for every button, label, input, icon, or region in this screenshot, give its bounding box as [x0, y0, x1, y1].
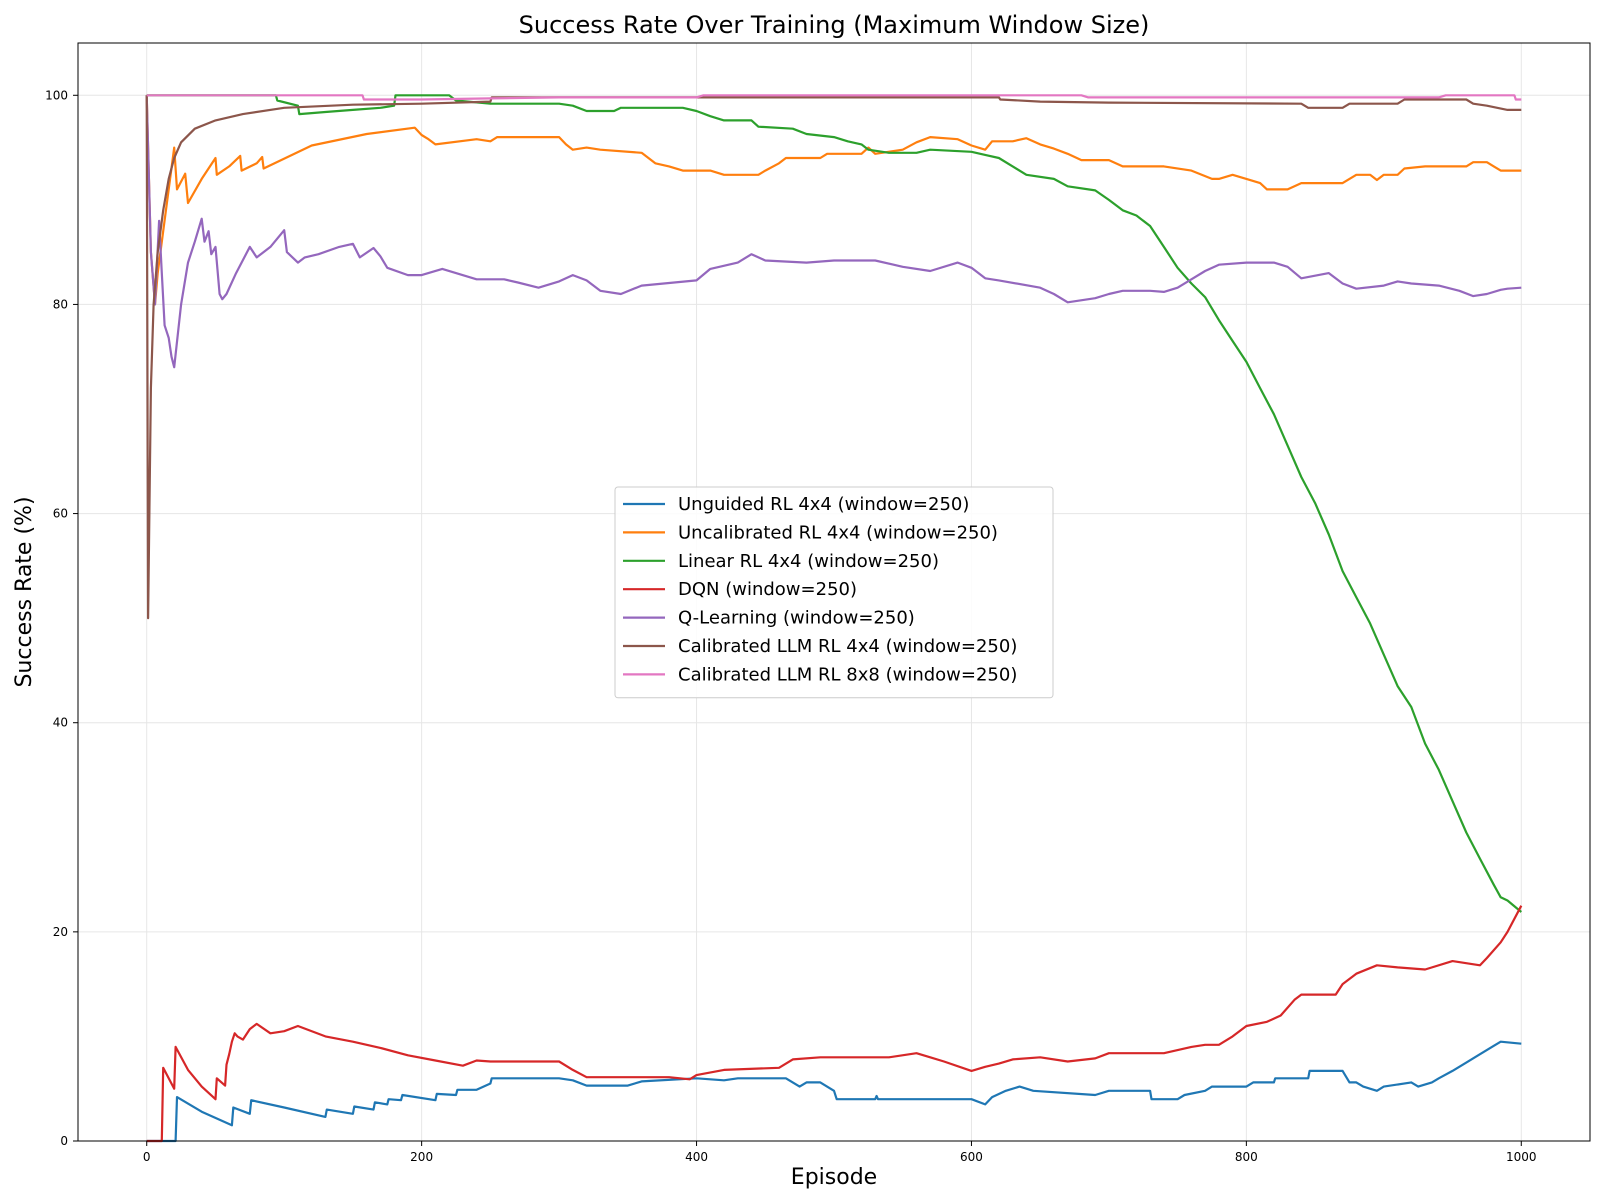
- legend-entry: Calibrated LLM RL 8x8 (window=250): [678, 664, 1017, 685]
- x-tick-label: 600: [960, 1150, 983, 1164]
- y-tick-label: 0: [60, 1134, 68, 1148]
- series-line-1: [146, 1040, 1522, 1143]
- y-tick-label: 60: [53, 507, 68, 521]
- x-axis-label: Episode: [791, 1165, 877, 1190]
- legend-entry: Calibrated LLM RL 4x4 (window=250): [678, 636, 1017, 657]
- series-line-5: [145, 95, 1522, 369]
- y-tick-label: 40: [53, 716, 68, 730]
- chart-title: Success Rate Over Training (Maximum Wind…: [519, 11, 1150, 39]
- legend-entry: DQN (window=250): [678, 579, 857, 600]
- series-line-7: [146, 94, 1522, 101]
- x-tick-label: 800: [1235, 1150, 1258, 1164]
- x-tick-label: 400: [685, 1150, 708, 1164]
- y-tick-label: 100: [45, 88, 68, 102]
- series-line-4: [146, 905, 1523, 1143]
- x-axis: 0 200 400 600 800 1000: [143, 1141, 1537, 1164]
- y-tick-label: 80: [53, 297, 68, 311]
- series-line-3: [146, 94, 1523, 913]
- series-line-2: [145, 95, 1522, 306]
- y-tick-label: 20: [53, 925, 68, 939]
- plot-frame: [77, 42, 1591, 1142]
- legend-entry: Unguided RL 4x4 (window=250): [678, 494, 969, 515]
- legend: Unguided RL 4x4 (window=250) Uncalibrated…: [614, 486, 1054, 699]
- x-tick-label: 1000: [1506, 1150, 1537, 1164]
- y-axis-label: Success Rate (%): [12, 496, 37, 687]
- y-axis: 0 20 40 60 80 100: [45, 88, 78, 1148]
- x-tick-label: 0: [143, 1150, 151, 1164]
- legend-box: [614, 486, 1054, 699]
- series-layer: [145, 94, 1523, 1143]
- legend-entry: Linear RL 4x4 (window=250): [678, 551, 939, 572]
- x-tick-label: 200: [410, 1150, 433, 1164]
- legend-entry: Uncalibrated RL 4x4 (window=250): [678, 522, 998, 543]
- legend-entry: Q-Learning (window=250): [678, 608, 915, 629]
